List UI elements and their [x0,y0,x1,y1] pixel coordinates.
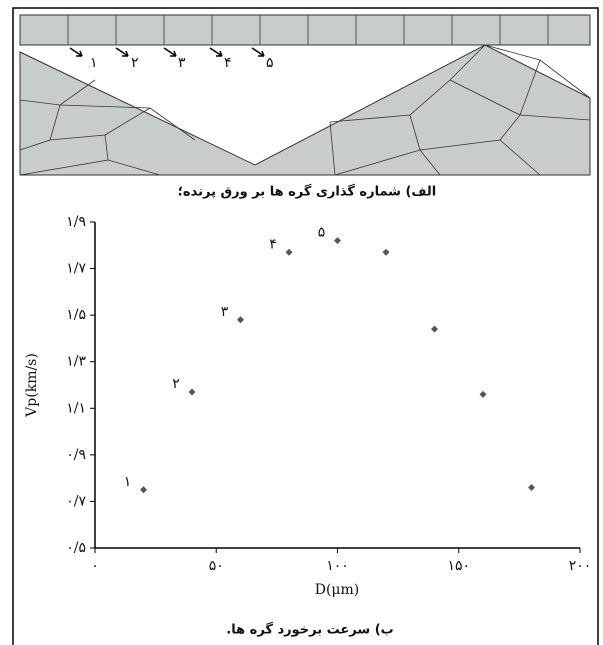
y-tick-label: ۱/۱ [66,400,86,416]
point [479,390,487,398]
point-label: ۵ [318,225,326,241]
y-tick-label: ۰/۹ [66,447,86,463]
x-tick-label: ۵۰ [209,558,224,574]
y-tick-label: ۱/۵ [66,307,86,323]
point [382,248,390,256]
y-tick-label: ۱/۹ [66,214,86,230]
point [431,325,438,333]
point [285,248,293,256]
x-axis-label: D(μm) [315,582,360,598]
node-label: ۱ [90,55,98,71]
node-label: ۵ [266,55,274,71]
point-label: ۴ [269,236,277,252]
y-tick-label: ۱/۷ [66,261,86,277]
point-label: ۳ [221,304,229,320]
point-label: ۱ [124,474,132,490]
node-label: ۴ [224,55,232,71]
diagram-caption: الف) شماره گذاری گره ها بر ورق پرنده؛ [178,184,437,200]
point [140,486,147,494]
point [237,316,244,324]
x-tick-label: ۱۵۰ [447,558,470,574]
point [528,483,535,491]
x-tick-label: ۱۰۰ [326,558,349,574]
y-axis-label: Vp(km/s) [24,353,40,418]
frame [12,7,599,645]
y-tick-label: ۱/۳ [66,354,86,370]
point [334,237,341,245]
mesh-diagram: ۱ ۲ ۳ ۴ ۵ [19,14,591,176]
chart-caption: ب) سرعت برخورد گره ها. [226,622,393,638]
x-tick-label: ۲۰۰ [569,558,592,574]
node-label: ۳ [178,55,186,71]
point-label: ۲ [172,376,180,392]
y-tick-label: ۰/۵ [66,540,86,556]
point [188,388,196,396]
x-tick-label: ۰ [91,558,99,574]
y-tick-label: ۰/۷ [66,493,86,509]
node-label: ۲ [131,55,139,71]
